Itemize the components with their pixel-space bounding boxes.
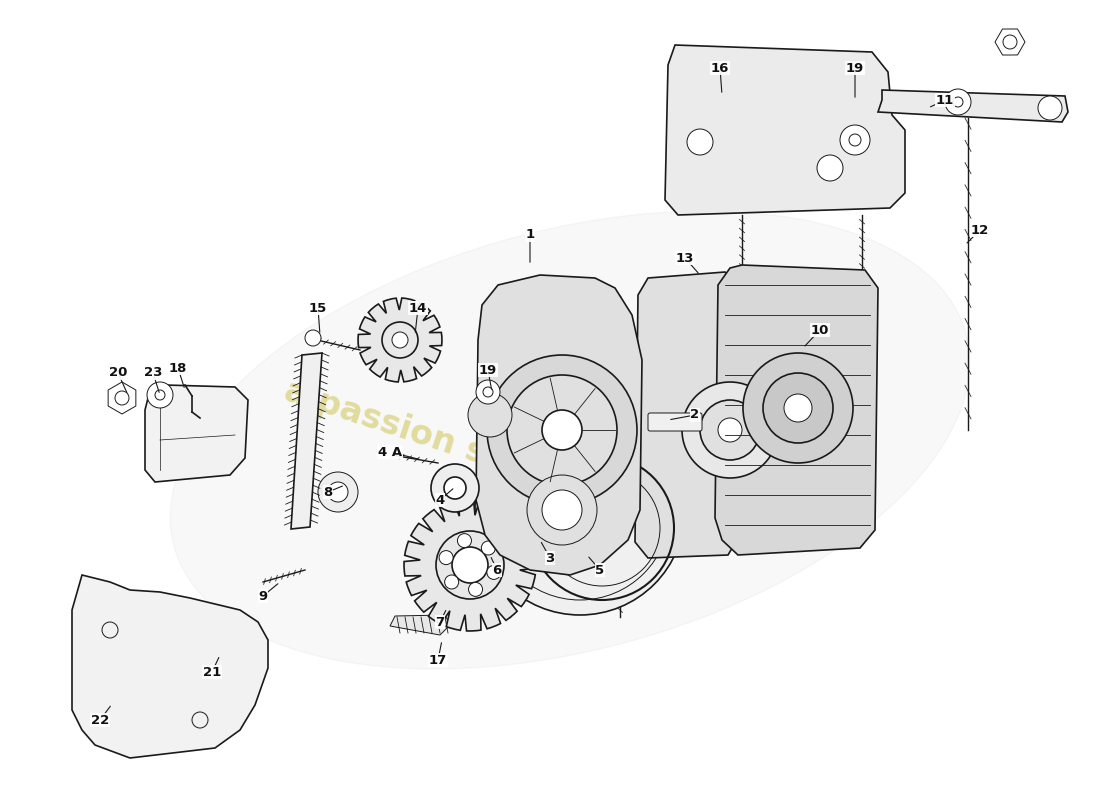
Circle shape: [116, 391, 129, 405]
Polygon shape: [878, 90, 1068, 122]
Circle shape: [470, 517, 526, 573]
Circle shape: [483, 387, 493, 397]
Text: 6: 6: [493, 563, 502, 577]
Text: 16: 16: [711, 62, 729, 74]
Circle shape: [742, 353, 852, 463]
Text: 8: 8: [323, 486, 332, 498]
Text: 14: 14: [409, 302, 427, 314]
Circle shape: [817, 155, 843, 181]
Text: 1: 1: [526, 229, 535, 242]
Polygon shape: [715, 265, 878, 555]
Circle shape: [542, 490, 582, 530]
Text: 4: 4: [436, 494, 444, 506]
Text: a passion since 1985: a passion since 1985: [280, 374, 663, 527]
Text: 17: 17: [429, 654, 447, 666]
Text: 7: 7: [436, 615, 444, 629]
Text: 19: 19: [846, 62, 865, 74]
Circle shape: [542, 410, 582, 450]
Circle shape: [328, 482, 348, 502]
Polygon shape: [292, 353, 322, 529]
Polygon shape: [72, 575, 268, 758]
Circle shape: [192, 712, 208, 728]
Polygon shape: [635, 272, 738, 558]
Circle shape: [688, 129, 713, 155]
Circle shape: [475, 405, 685, 615]
Ellipse shape: [170, 211, 970, 669]
Circle shape: [484, 531, 512, 559]
Circle shape: [102, 622, 118, 638]
Circle shape: [318, 472, 358, 512]
Polygon shape: [358, 298, 442, 382]
Polygon shape: [404, 499, 536, 631]
Circle shape: [469, 582, 483, 596]
Circle shape: [482, 541, 495, 555]
Circle shape: [476, 380, 501, 404]
Text: 9: 9: [258, 590, 267, 602]
Text: 21: 21: [202, 666, 221, 678]
Circle shape: [444, 575, 459, 589]
Text: 2: 2: [691, 409, 700, 422]
Text: 3: 3: [546, 551, 554, 565]
Text: 22: 22: [91, 714, 109, 726]
Polygon shape: [145, 385, 248, 482]
Circle shape: [527, 475, 597, 545]
Text: 19: 19: [478, 363, 497, 377]
Circle shape: [487, 566, 500, 579]
Circle shape: [147, 382, 173, 408]
Polygon shape: [390, 615, 450, 635]
Circle shape: [392, 332, 408, 348]
Circle shape: [382, 322, 418, 358]
Text: 18: 18: [168, 362, 187, 374]
Circle shape: [507, 375, 617, 485]
Text: 11: 11: [936, 94, 954, 106]
Circle shape: [1038, 96, 1061, 120]
Polygon shape: [666, 45, 905, 215]
Circle shape: [431, 464, 478, 512]
Circle shape: [700, 400, 760, 460]
Circle shape: [849, 134, 861, 146]
Circle shape: [763, 373, 833, 443]
Circle shape: [718, 418, 743, 442]
FancyBboxPatch shape: [648, 413, 702, 431]
Circle shape: [487, 355, 637, 505]
Circle shape: [452, 547, 488, 583]
Circle shape: [458, 534, 472, 548]
Circle shape: [840, 125, 870, 155]
Circle shape: [953, 97, 962, 107]
Text: 23: 23: [144, 366, 162, 379]
Text: 15: 15: [309, 302, 327, 314]
Circle shape: [1003, 35, 1018, 49]
Circle shape: [444, 477, 466, 499]
Text: 5: 5: [595, 563, 605, 577]
Circle shape: [682, 382, 778, 478]
Circle shape: [155, 390, 165, 400]
Polygon shape: [476, 275, 642, 575]
Text: 20: 20: [109, 366, 128, 379]
Circle shape: [945, 89, 971, 115]
Circle shape: [784, 394, 812, 422]
Circle shape: [439, 550, 453, 565]
Circle shape: [436, 531, 504, 599]
Text: 13: 13: [675, 251, 694, 265]
Text: 4 A: 4 A: [378, 446, 403, 458]
Circle shape: [305, 330, 321, 346]
Text: 10: 10: [811, 323, 829, 337]
Text: 12: 12: [971, 223, 989, 237]
Circle shape: [468, 393, 512, 437]
